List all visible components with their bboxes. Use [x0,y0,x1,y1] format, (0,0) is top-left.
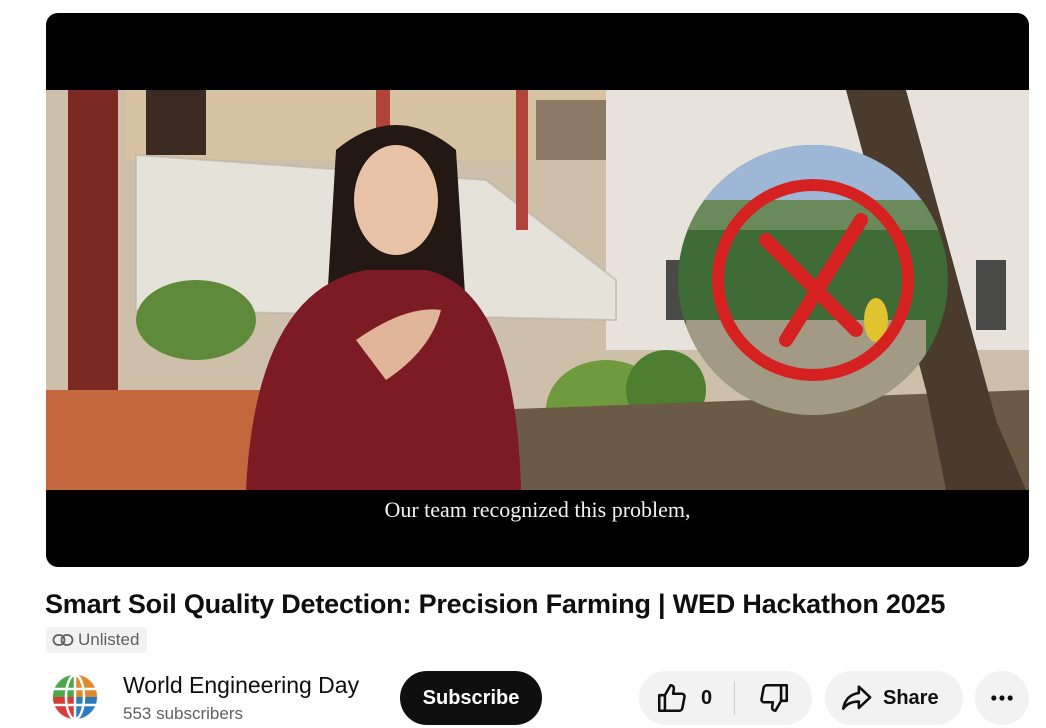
more-actions-button[interactable] [975,671,1029,725]
share-label: Share [883,686,939,709]
subscribe-button[interactable]: Subscribe [400,671,542,725]
unlisted-label: Unlisted [78,630,140,649]
like-count: 0 [701,686,713,709]
link-icon [52,634,74,646]
globe-logo-icon [52,673,98,721]
video-player[interactable]: Our team recognized this problem, [46,13,1029,567]
video-caption: Our team recognized this problem, [384,497,691,522]
unlisted-badge: Unlisted [46,627,148,653]
video-frame [46,90,1029,490]
video-scene [46,90,1029,490]
dislike-button[interactable] [735,671,812,725]
thumbs-down-icon [759,683,788,713]
channel-name[interactable]: World Engineering Day [123,672,360,698]
subscriber-count: 553 subscribers [123,704,244,723]
thumbs-up-icon [657,683,686,713]
more-horizontal-icon [991,695,1013,701]
like-button[interactable]: 0 [639,671,734,725]
like-separator [734,681,735,715]
share-button[interactable]: Share [825,671,963,725]
video-title: Smart Soil Quality Detection: Precision … [45,589,946,619]
channel-avatar[interactable] [50,672,100,722]
share-arrow-icon [841,685,872,710]
like-dislike-group: 0 [639,671,812,725]
